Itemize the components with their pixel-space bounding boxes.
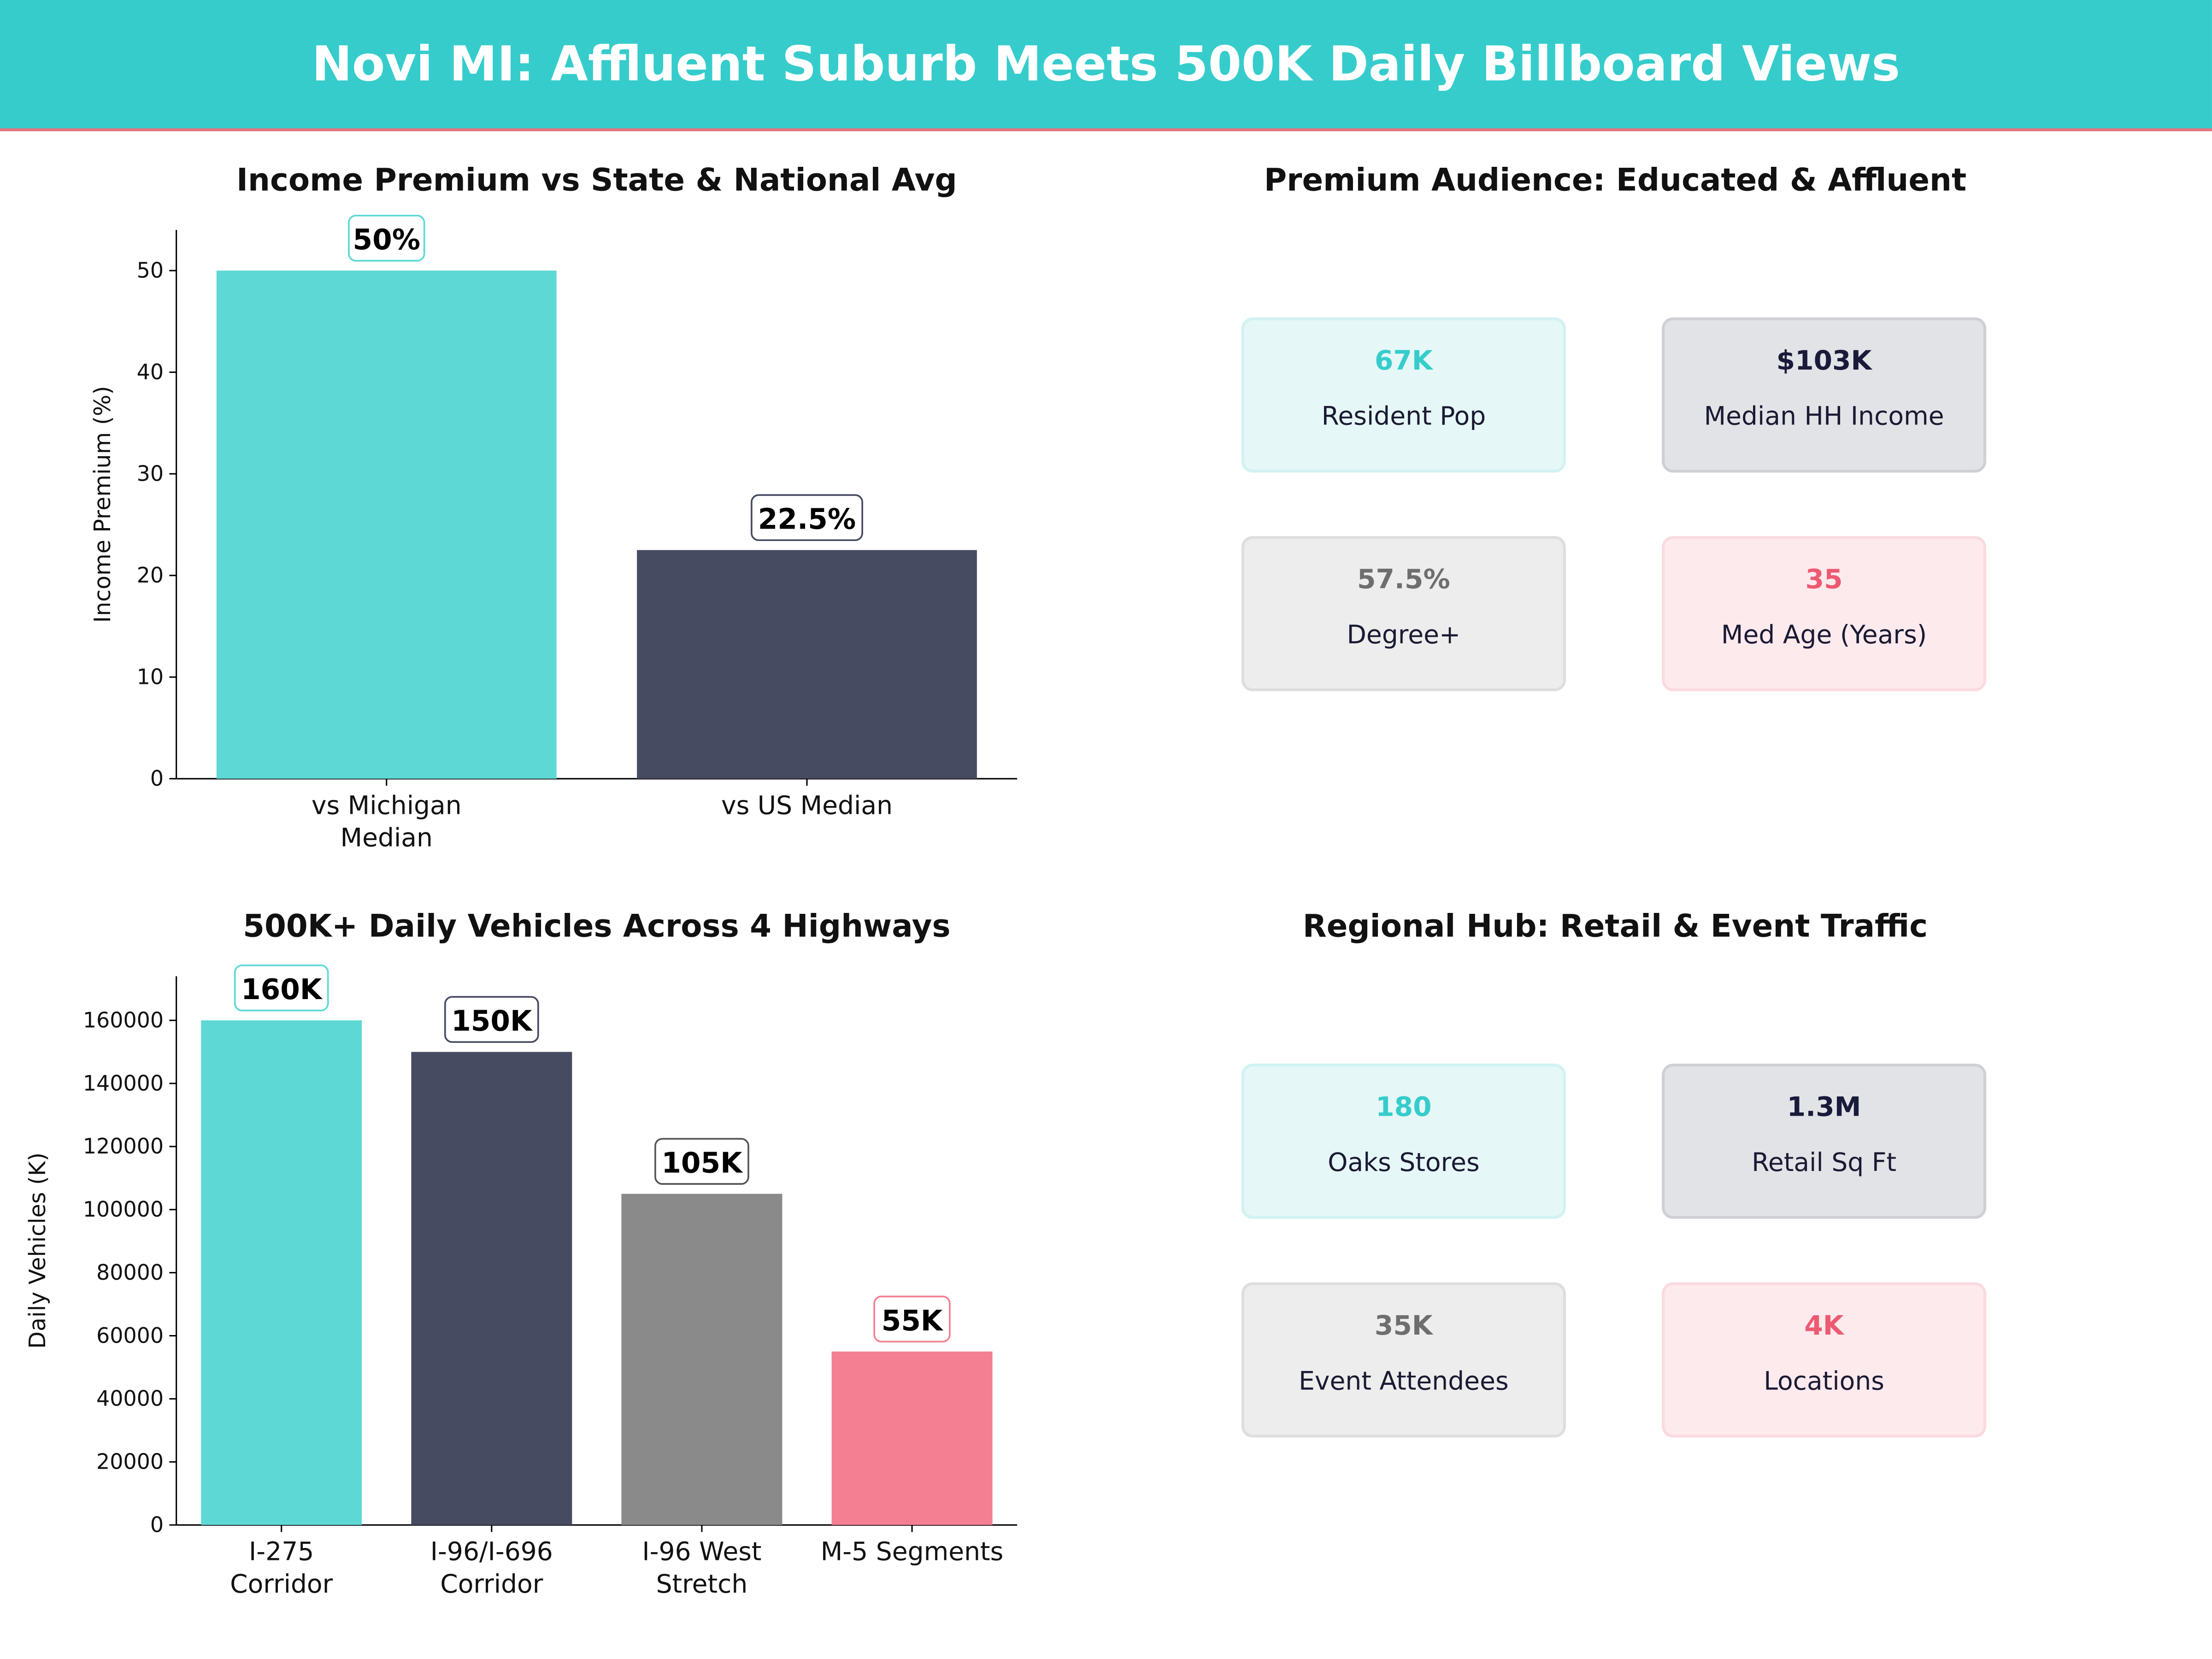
bar [201,1020,362,1525]
hub-metric-card: 35K Event Attendees [1241,1282,1566,1438]
x-tick-label: Corridor [440,1569,543,1599]
hub-metric-card: 4K Locations [1662,1282,1987,1438]
metric-value: 1.3M [1787,1092,1861,1123]
hub-metric-card: 180 Oaks Stores [1241,1064,1566,1219]
audience-metric-card: 67K Resident Pop [1241,317,1566,473]
metric-label: Degree+ [1347,620,1461,651]
data-label: 160K [241,973,323,1006]
y-tick-label: 120000 [83,1134,164,1159]
data-label-box [234,964,329,1012]
page-title: Novi MI: Affluent Suburb Meets 500K Dail… [312,36,1900,93]
x-tick-label: Corridor [230,1569,333,1599]
y-tick-label: 40 [137,359,164,384]
y-tick-label: 10 [137,665,164,689]
y-tick-label: 160000 [83,1007,164,1032]
data-label-box [348,214,425,262]
data-label-box [751,494,863,541]
hub-metric-card: 1.3M Retail Sq Ft [1662,1064,1987,1219]
metric-value: 180 [1376,1092,1432,1123]
y-axis-label: Daily Vehicles (K) [24,1153,51,1349]
traffic-chart-title: 500K+ Daily Vehicles Across 4 Highways [243,910,951,946]
bar [411,1052,572,1525]
metric-label: Oaks Stores [1328,1148,1480,1178]
audience-metric-card: 35 Med Age (Years) [1662,536,1987,691]
income-chart-title: Income Premium vs State & National Avg [236,164,957,199]
metric-value: 57.5% [1357,564,1450,595]
x-tick-label: Median [341,823,433,853]
data-label: 50% [353,224,421,256]
x-tick-label: I-275 [249,1537,314,1566]
audience-metric-card: $103K Median HH Income [1662,317,1987,473]
y-tick-label: 0 [150,1512,164,1537]
metric-label: Med Age (Years) [1721,620,1927,651]
metric-label: Locations [1764,1367,1884,1397]
metric-value: $103K [1776,345,1872,377]
metric-label: Median HH Income [1704,402,1944,432]
data-label-box [654,1138,749,1185]
y-tick-label: 50 [137,258,164,282]
y-tick-label: 80000 [96,1260,164,1285]
y-tick-label: 20000 [96,1449,164,1474]
data-label: 150K [451,1005,533,1038]
bar [637,550,977,779]
data-label: 22.5% [758,503,856,536]
y-tick-label: 60000 [96,1323,164,1348]
data-label-box [444,996,539,1043]
metric-value: 4K [1804,1310,1844,1342]
metric-label: Event Attendees [1299,1367,1509,1397]
y-tick-label: 40000 [96,1386,164,1411]
y-tick-label: 20 [137,563,164,588]
data-label-box [873,1295,951,1343]
bar [621,1194,782,1525]
y-axis-label: Income Premium (%) [89,386,116,623]
y-tick-label: 30 [137,461,164,486]
metric-value: 35K [1374,1310,1433,1342]
y-tick-label: 0 [150,766,164,791]
hub-panel-title: Regional Hub: Retail & Event Traffic [1302,910,1928,946]
metric-label: Resident Pop [1321,402,1486,432]
metric-label: Retail Sq Ft [1752,1148,1897,1178]
data-label: 55K [882,1305,944,1337]
x-tick-label: M-5 Segments [821,1537,1004,1566]
x-tick-label: vs Michigan [312,790,462,820]
x-tick-label: vs US Median [721,790,893,820]
bar [216,271,557,779]
bar [831,1351,993,1525]
header-banner: Novi MI: Affluent Suburb Meets 500K Dail… [0,0,2212,131]
metric-value: 67K [1374,345,1433,377]
audience-metric-card: 57.5% Degree+ [1241,536,1566,691]
data-label: 105K [661,1147,743,1180]
audience-panel-title: Premium Audience: Educated & Affluent [1264,164,1967,199]
x-tick-label: Stretch [656,1569,748,1599]
y-tick-label: 140000 [83,1071,164,1095]
x-tick-label: I-96/I-696 [430,1537,553,1566]
y-tick-label: 100000 [83,1197,164,1222]
metric-value: 35 [1805,564,1843,595]
x-tick-label: I-96 West [642,1537,761,1566]
